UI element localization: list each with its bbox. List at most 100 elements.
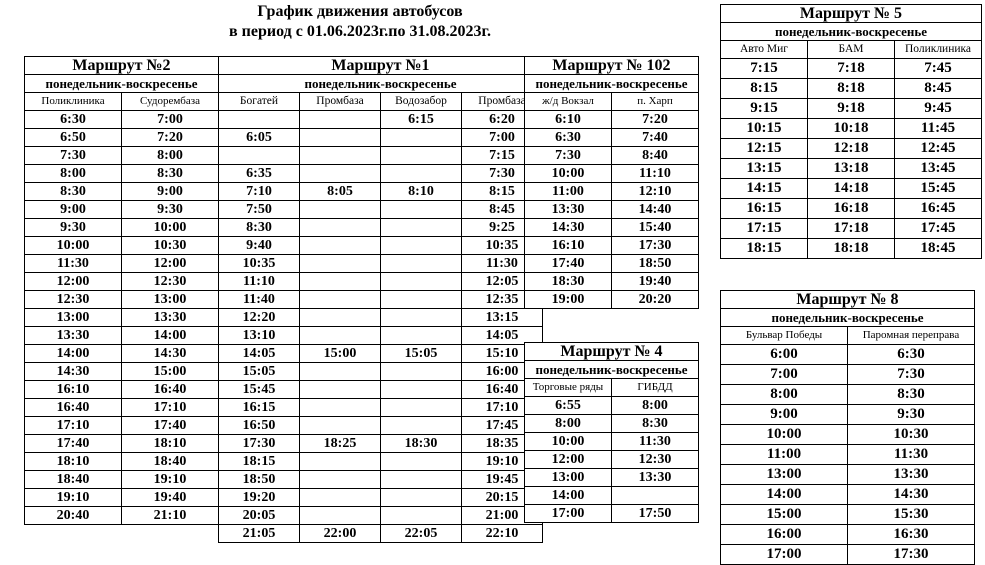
time-cell xyxy=(381,237,462,255)
time-cell xyxy=(300,453,381,471)
table-row: 10:0011:10 xyxy=(525,165,699,183)
time-cell: 12:10 xyxy=(612,183,699,201)
time-cell xyxy=(381,471,462,489)
time-cell: 18:18 xyxy=(808,239,895,259)
time-cell: 6:15 xyxy=(381,111,462,129)
time-cell: 9:30 xyxy=(122,201,219,219)
time-cell: 6:30 xyxy=(525,129,612,147)
table-row: 17:1517:1817:45 xyxy=(721,219,982,239)
time-cell: 15:40 xyxy=(612,219,699,237)
route4-col-headers: Торговые ряды ГИБДД xyxy=(525,379,699,397)
time-cell: 18:40 xyxy=(25,471,122,489)
time-cell: 6:35 xyxy=(219,165,300,183)
table-row: 13:3014:40 xyxy=(525,201,699,219)
time-cell xyxy=(381,507,462,525)
time-cell: 17:00 xyxy=(525,505,612,523)
table-row: 16:1516:1816:45 xyxy=(721,199,982,219)
time-cell: 12:45 xyxy=(895,139,982,159)
time-cell: 8:00 xyxy=(25,165,122,183)
time-cell: 19:10 xyxy=(122,471,219,489)
time-cell: 14:30 xyxy=(525,219,612,237)
time-cell: 14:00 xyxy=(122,327,219,345)
route102-col1: п. Харп xyxy=(612,93,699,111)
time-cell: 21:05 xyxy=(219,525,300,543)
table-row: 12:1512:1812:45 xyxy=(721,139,982,159)
route4-col0: Торговые ряды xyxy=(525,379,612,397)
time-cell: 13:00 xyxy=(525,469,612,487)
time-cell xyxy=(300,363,381,381)
time-cell: 7:40 xyxy=(612,129,699,147)
table-row: 7:108:058:108:15 xyxy=(219,183,543,201)
route4-col1: ГИБДД xyxy=(612,379,699,397)
route4-days: понедельник-воскресенье xyxy=(525,361,699,379)
time-cell: 22:00 xyxy=(300,525,381,543)
time-cell xyxy=(300,255,381,273)
route2-col-headers: Поликлиника Судоремба​за xyxy=(25,93,219,111)
route1-col2: Водозабор xyxy=(381,93,462,111)
time-cell: 7:50 xyxy=(219,201,300,219)
table-row: 18:4019:10 xyxy=(25,471,219,489)
table-row: 13:1014:05 xyxy=(219,327,543,345)
table-row: 6:057:00 xyxy=(219,129,543,147)
table-row: 14:1514:1815:45 xyxy=(721,179,982,199)
time-cell xyxy=(300,471,381,489)
time-cell: 8:40 xyxy=(612,147,699,165)
time-cell xyxy=(381,219,462,237)
time-cell: 12:30 xyxy=(122,273,219,291)
time-cell xyxy=(381,381,462,399)
time-cell: 10:00 xyxy=(122,219,219,237)
table-row: 11:0012:10 xyxy=(525,183,699,201)
time-cell: 17:40 xyxy=(122,417,219,435)
table-row: 9:009:30 xyxy=(721,405,975,425)
time-cell xyxy=(381,129,462,147)
time-cell: 7:30 xyxy=(848,365,975,385)
time-cell xyxy=(381,273,462,291)
time-cell: 18:30 xyxy=(381,435,462,453)
time-cell: 11:10 xyxy=(612,165,699,183)
table-row: 14:0014:30 xyxy=(25,345,219,363)
table-row: 16:4017:10 xyxy=(25,399,219,417)
route102-col0: ж/д Вокзал xyxy=(525,93,612,111)
route1-name: Маршрут №1 xyxy=(219,57,543,75)
time-cell: 6:30 xyxy=(25,111,122,129)
route5-name: Маршрут № 5 xyxy=(721,5,982,23)
table-row: 14:0014:30 xyxy=(721,485,975,505)
table-row: 8:008:30 xyxy=(721,385,975,405)
time-cell: 12:30 xyxy=(25,291,122,309)
time-cell: 10:00 xyxy=(721,425,848,445)
route5-days: понедельник-воскресенье xyxy=(721,23,982,41)
time-cell: 11:30 xyxy=(25,255,122,273)
time-cell xyxy=(381,255,462,273)
route102-days: понедельник-воскресенье xyxy=(525,75,699,93)
table-row: 10:3511:30 xyxy=(219,255,543,273)
time-cell: 10:30 xyxy=(122,237,219,255)
table-row: 13:0013:30 xyxy=(721,465,975,485)
table-row: 6:507:20 xyxy=(25,129,219,147)
time-cell xyxy=(300,129,381,147)
time-cell: 8:30 xyxy=(219,219,300,237)
table-row: 17:4018:50 xyxy=(525,255,699,273)
table-row: 20:4021:10 xyxy=(25,507,219,525)
time-cell: 17:40 xyxy=(25,435,122,453)
time-cell: 16:10 xyxy=(25,381,122,399)
route2-table: Маршрут №2 понедельник-воскресенье Полик… xyxy=(24,56,219,525)
time-cell: 12:15 xyxy=(721,139,808,159)
time-cell: 19:00 xyxy=(525,291,612,309)
table-row: 19:0020:20 xyxy=(525,291,699,309)
time-cell: 10:00 xyxy=(525,165,612,183)
time-cell: 6:10 xyxy=(525,111,612,129)
time-cell: 6:00 xyxy=(721,345,848,365)
route5-table: Маршрут № 5 понедельник-воскресенье Авто… xyxy=(720,4,982,259)
time-cell: 7:45 xyxy=(895,59,982,79)
time-cell: 18:30 xyxy=(525,273,612,291)
table-row: 13:0013:30 xyxy=(525,469,699,487)
time-cell: 12:20 xyxy=(219,309,300,327)
route2-col1: Судоремба​за xyxy=(122,93,219,111)
table-row: 18:1518:1818:45 xyxy=(721,239,982,259)
time-cell: 16:18 xyxy=(808,199,895,219)
time-cell: 16:10 xyxy=(525,237,612,255)
table-row: 16:5017:45 xyxy=(219,417,543,435)
time-cell: 14:18 xyxy=(808,179,895,199)
time-cell xyxy=(300,507,381,525)
time-cell xyxy=(381,165,462,183)
